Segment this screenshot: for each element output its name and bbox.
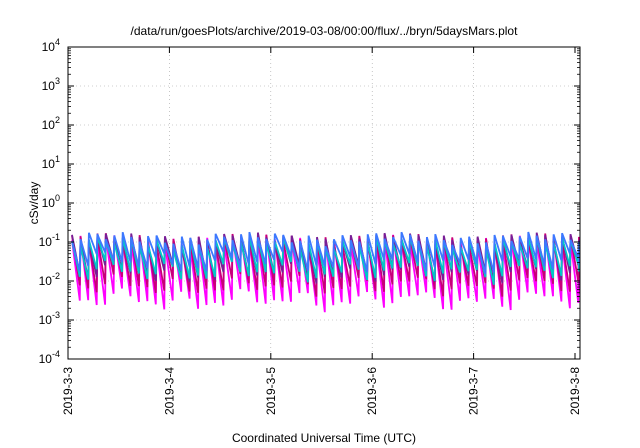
x-tick-label: 2019-3-8 xyxy=(568,367,582,415)
y-axis: 10-4 10-3 10-2 10-1 100 101 102 103 104 xyxy=(39,37,580,366)
grid-lines xyxy=(68,47,580,359)
chart-title: /data/run/goesPlots/archive/2019-03-08/0… xyxy=(131,24,519,38)
y-tick-label: 100 xyxy=(42,193,60,210)
x-tick-label: 2019-3-4 xyxy=(162,367,176,415)
y-tick-label: 10-2 xyxy=(39,271,60,288)
y-tick-label: 10-1 xyxy=(39,232,60,249)
x-tick-label: 2019-3-6 xyxy=(365,367,379,415)
x-tick-label: 2019-3-3 xyxy=(61,367,75,415)
y-tick-label: 104 xyxy=(42,37,60,54)
series-line xyxy=(71,236,580,285)
x-axis-label: Coordinated Universal Time (UTC) xyxy=(232,431,416,445)
y-axis-label: cSv/day xyxy=(27,182,41,225)
series-group xyxy=(71,231,580,313)
x-tick-label: 2019-3-7 xyxy=(467,367,481,415)
x-axis: 2019-3-3 2019-3-4 2019-3-5 2019-3-6 2019-3-7… xyxy=(61,47,582,415)
y-tick-label: 10-3 xyxy=(39,310,60,327)
y-tick-label: 103 xyxy=(42,76,60,93)
series-line xyxy=(71,231,580,275)
x-tick-label: 2019-3-5 xyxy=(264,367,278,415)
y-tick-label: 101 xyxy=(42,154,60,171)
y-tick-label: 10-4 xyxy=(39,349,60,366)
y-tick-label: 102 xyxy=(42,115,60,132)
